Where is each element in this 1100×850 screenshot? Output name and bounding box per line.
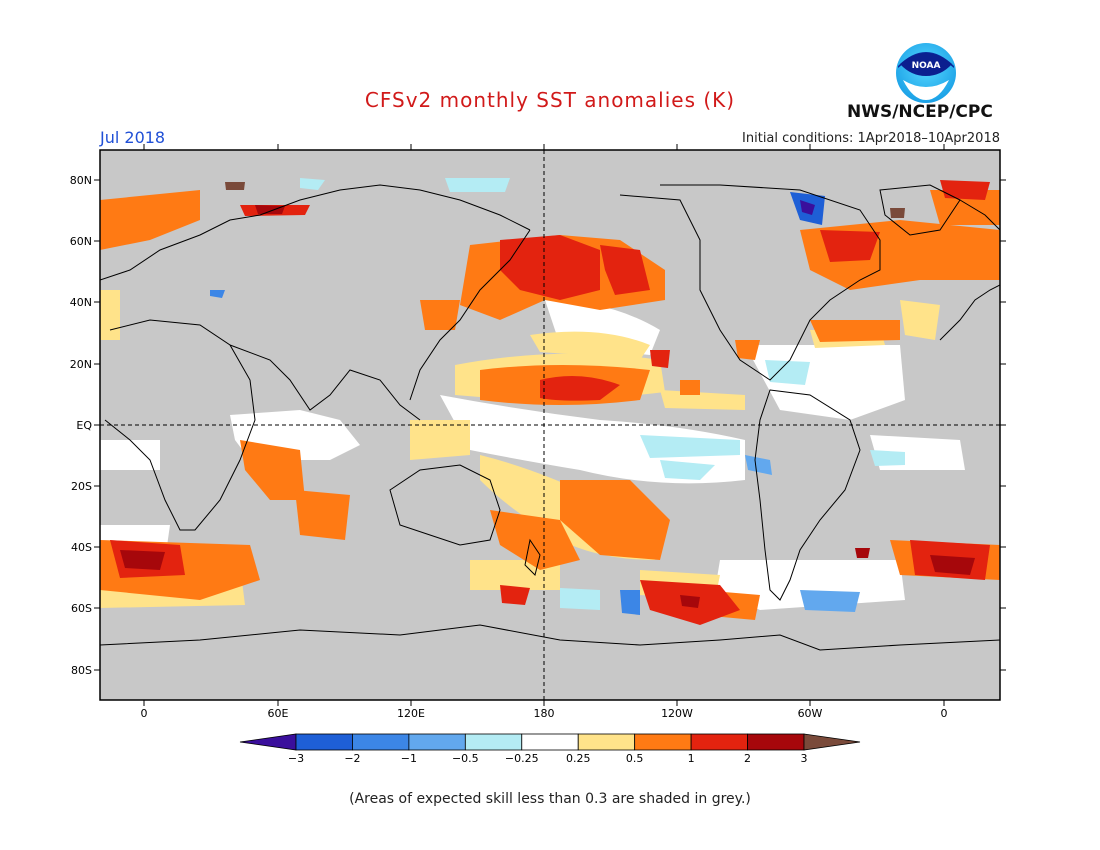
colorbar: −3 −2 −1 −0.5 −0.25 0.25 0.5 1 2 3	[239, 733, 861, 765]
coastlines	[100, 184, 1000, 651]
lat-label: 60S	[71, 602, 92, 615]
colorbar-label: 1	[688, 752, 695, 765]
colorbar-label: −2	[344, 752, 360, 765]
colorbar-label: 3	[801, 752, 808, 765]
lat-label: 80N	[70, 174, 92, 187]
colorbar-label: −0.25	[505, 752, 539, 765]
lon-label: 60E	[268, 707, 289, 720]
valid-month: Jul 2018	[100, 128, 166, 147]
colorbar-label: 2	[744, 752, 751, 765]
lat-label: 60N	[70, 235, 92, 248]
lon-label: 120E	[397, 707, 425, 720]
agency-label: NWS/NCEP/CPC	[847, 102, 993, 122]
lon-label: 0	[141, 707, 148, 720]
colorbar-box	[352, 733, 410, 751]
initial-conditions: Initial conditions: 1Apr2018–10Apr2018	[742, 131, 1000, 146]
colorbar-label: −1	[401, 752, 417, 765]
colorbar-box	[464, 733, 523, 751]
lon-label: 120W	[661, 707, 693, 720]
lat-label: 20N	[70, 358, 92, 371]
lat-label: 20S	[71, 480, 92, 493]
colorbar-label: 0.5	[626, 752, 644, 765]
colorbar-label: −3	[288, 752, 304, 765]
anomaly-layer	[100, 178, 1000, 625]
colorbar-min-arrow	[239, 733, 297, 751]
lat-label: 80S	[71, 664, 92, 677]
colorbar-max-arrow	[803, 733, 861, 751]
colorbar-box	[408, 733, 466, 751]
colorbar-label: 0.25	[566, 752, 591, 765]
lon-label: 0	[941, 707, 948, 720]
colorbar-box	[634, 733, 692, 751]
colorbar-box	[747, 733, 805, 751]
colorbar-box	[577, 733, 636, 751]
lon-label: 60W	[798, 707, 823, 720]
colorbar-box	[295, 733, 353, 751]
colorbar-box	[521, 733, 579, 751]
skill-footnote: (Areas of expected skill less than 0.3 a…	[349, 791, 751, 807]
sst-map: 80N 60N 40N 20N EQ 20S 40S 60S 80S 0 60E 120E 180 12…	[70, 144, 1006, 720]
lat-label: 40S	[71, 541, 92, 554]
colorbar-box	[690, 733, 748, 751]
chart-title: CFSv2 monthly SST anomalies (K)	[364, 88, 736, 112]
colorbar-label: −0.5	[452, 752, 479, 765]
lon-label: 180	[534, 707, 555, 720]
noaa-logo-icon: NOAA	[896, 43, 956, 103]
logo-text: NOAA	[912, 61, 941, 71]
lat-label: EQ	[76, 419, 92, 432]
lat-label: 40N	[70, 296, 92, 309]
